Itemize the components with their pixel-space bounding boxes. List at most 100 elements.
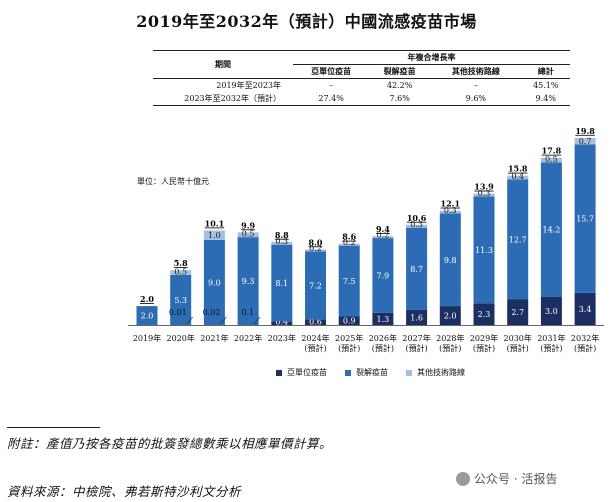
category-label: 2022年 <box>234 333 262 343</box>
category-label: 2028年 <box>436 333 464 343</box>
bar-segment-other <box>271 241 293 245</box>
total-label: 2.0 <box>140 294 154 304</box>
category-label: (預計) <box>405 343 427 353</box>
total-label: 19.8 <box>575 126 595 136</box>
data-label: 0.2 <box>309 244 322 253</box>
bar-segment-subunit <box>271 321 293 325</box>
annotation-leader <box>253 316 261 325</box>
category-label: (預計) <box>473 343 495 353</box>
bar-segment-other <box>237 232 259 238</box>
bar-segment-split <box>439 213 461 307</box>
bar-segment-other <box>203 230 225 240</box>
data-label: 0.3 <box>410 220 423 229</box>
total-label: 15.8 <box>508 164 528 174</box>
legend-swatch-subunit <box>276 369 282 376</box>
bar-segment-subunit <box>439 306 461 325</box>
data-label: 2.0 <box>141 312 154 321</box>
cell-value: 27.4% <box>293 92 370 106</box>
period-header: 期間 <box>153 57 293 72</box>
data-label: 0.2 <box>377 231 390 240</box>
cell-value: 9.4% <box>521 92 570 106</box>
bar-segment-split <box>338 245 360 317</box>
chart-title: 2019年至2032年（預計）中國流感疫苗市場 <box>136 12 477 31</box>
data-label: 0.6 <box>309 318 322 327</box>
total-label: 5.8 <box>174 258 188 268</box>
data-label: 9.8 <box>444 256 457 265</box>
category-label: 2027年 <box>402 333 430 343</box>
total-label: 12.1 <box>441 199 460 209</box>
bar-segment-other <box>540 157 562 163</box>
data-label: 2.3 <box>478 310 491 319</box>
annotation-label: 0.02 <box>203 308 221 317</box>
bar-segment-split <box>540 162 562 297</box>
bar-segment-subunit <box>406 309 428 325</box>
data-label: 12.7 <box>509 235 527 244</box>
data-label: 0.5 <box>545 155 558 164</box>
row-period: 2019年至2023年 <box>216 81 281 90</box>
category-label: 2021年 <box>200 333 228 343</box>
category-label: 2030年 <box>504 333 532 343</box>
bar-segment-other <box>305 249 326 252</box>
bar-segment-subunit <box>540 296 562 325</box>
category-label: (預計) <box>439 343 461 353</box>
cell-value: 45.1% <box>533 81 559 90</box>
data-label: 1.3 <box>377 315 390 324</box>
data-label: 1.0 <box>208 231 221 240</box>
column-header-other: 其他技術路線 <box>430 64 522 79</box>
cell-value: – <box>473 81 478 90</box>
bar-segment-split <box>271 244 293 322</box>
cagr-column-header-row: 期間 亞單位疫苗 裂解疫苗 其他技術路線 總計 <box>153 57 570 79</box>
bar-segment-split <box>574 144 596 293</box>
stacked-bar-chart: 2.02.02019年5.30.55.82020年9.01.010.12021年… <box>128 126 604 353</box>
total-label: 9.4 <box>376 224 390 234</box>
total-label: 8.0 <box>309 237 323 247</box>
note-divider <box>7 427 100 428</box>
category-label: 2026年 <box>369 333 397 343</box>
data-label: 0.9 <box>343 317 356 326</box>
bar-segment-subunit <box>507 299 529 325</box>
watermark: 公众号 · 活报告 <box>456 470 557 487</box>
category-label: (預計) <box>540 343 562 353</box>
bar-segment-split <box>507 179 529 300</box>
annotation-leader <box>186 316 193 325</box>
bar-segment-subunit <box>372 312 394 325</box>
legend-swatch-other <box>406 369 412 376</box>
bar-segment-split <box>203 239 225 325</box>
bar-segment-other <box>338 243 360 246</box>
cell-value: 7.6% <box>369 92 431 106</box>
bar-segment-split <box>136 306 158 325</box>
cagr-table: 年複合增長率 期間 亞單位疫苗 裂解疫苗 其他技術路線 總計 2019年至202… <box>153 50 570 106</box>
bar-segment-subunit <box>305 319 326 325</box>
total-label: 8.6 <box>342 232 356 242</box>
data-label: 14.2 <box>542 226 560 235</box>
column-header-subunit: 亞單位疫苗 <box>293 64 370 79</box>
category-label: (預計) <box>507 343 529 353</box>
bar-segment-subunit <box>338 316 360 325</box>
legend-item-other: 其他技術路線 <box>406 367 465 378</box>
bar-segment-split <box>406 227 428 310</box>
data-label: 0.3 <box>275 237 288 246</box>
data-label: 9.3 <box>242 277 255 286</box>
data-label: 8.7 <box>410 265 423 274</box>
bar-segment-other <box>574 137 596 145</box>
bar-segment-split <box>473 196 495 304</box>
table-row: 2023年至2032年（預計） 27.4% 7.6% 9.6% 9.4% <box>153 92 570 106</box>
data-label: 11.3 <box>475 246 493 255</box>
data-label: 15.7 <box>576 215 594 224</box>
legend-item-split: 裂解疫苗 <box>345 367 388 378</box>
bar-segment-other <box>406 224 428 228</box>
category-label: 2019年 <box>133 333 161 343</box>
total-label: 17.8 <box>542 146 562 156</box>
bar-segment-other <box>439 210 461 214</box>
bar-segment-other <box>473 193 495 197</box>
bar-segment-other <box>507 175 529 180</box>
cell-value: 42.2% <box>386 81 413 90</box>
data-label: 7.9 <box>377 271 390 280</box>
data-label: 8.1 <box>275 279 288 288</box>
legend-item-subunit: 亞單位疫苗 <box>276 367 327 378</box>
bar-segment-other <box>372 236 394 239</box>
category-label: 2031年 <box>537 333 565 343</box>
source-note: 資料來源：中檢院、弗若斯特沙利文分析 <box>7 484 242 499</box>
data-label: 0.5 <box>174 267 187 276</box>
column-header-split: 裂解疫苗 <box>369 64 431 79</box>
